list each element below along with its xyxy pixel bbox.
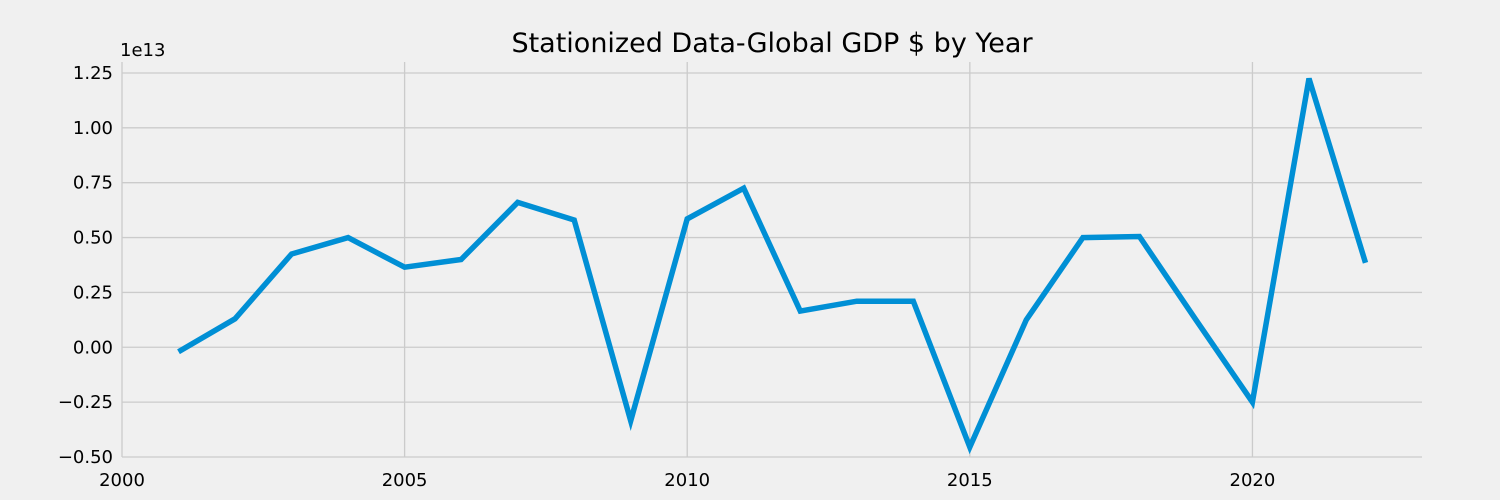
series-line	[177, 77, 1369, 455]
y-axis: −0.50 −0.25 0.00 0.25 0.50 0.75 1.00 1.25	[58, 63, 113, 468]
chart-title: Stationized Data-Global GDP $ by Year	[511, 28, 1033, 59]
x-tick-label: 2000	[99, 470, 145, 491]
y-tick-label: 1.25	[73, 63, 113, 84]
x-tick-label: 2015	[947, 470, 993, 491]
y-tick-label: −0.25	[58, 392, 113, 413]
x-tick-label: 2005	[382, 470, 428, 491]
x-tick-label: 2010	[664, 470, 710, 491]
x-axis: 2000 2005 2010 2015 2020	[99, 470, 1275, 491]
y-tick-label: 0.75	[73, 173, 113, 194]
series-layer	[177, 77, 1369, 455]
y-offset-label: 1e13	[120, 40, 165, 61]
y-tick-label: 1.00	[73, 118, 113, 139]
x-tick-label: 2020	[1230, 470, 1276, 491]
y-tick-label: 0.00	[73, 337, 113, 358]
grid	[121, 62, 1422, 458]
y-tick-label: 0.25	[73, 282, 113, 303]
y-tick-label: 0.50	[73, 228, 113, 249]
y-tick-label: −0.50	[58, 447, 113, 468]
